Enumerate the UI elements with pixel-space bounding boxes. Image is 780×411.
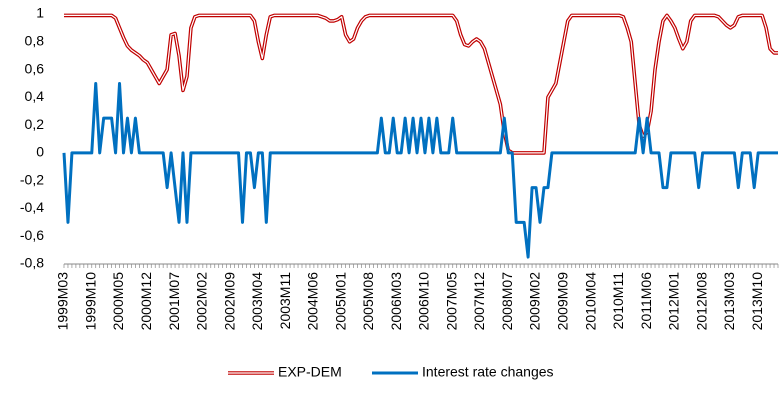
- x-tick-label: 2011M06: [638, 272, 654, 330]
- x-tick-label: 2003M04: [249, 272, 265, 331]
- y-tick-label: 0,8: [25, 32, 45, 48]
- x-tick-label: 2013M03: [721, 272, 737, 331]
- x-tick-label: 2007M12: [471, 272, 487, 331]
- x-tick-label: 2009M09: [555, 272, 571, 331]
- x-tick-label: 2007M05: [443, 272, 459, 331]
- y-tick-label: -0,2: [20, 171, 44, 187]
- x-tick-label: 2008M07: [499, 272, 515, 331]
- line-inner: [64, 14, 778, 154]
- y-tick-label: 0,6: [25, 60, 45, 76]
- legend-label: EXP-DEM: [278, 364, 342, 380]
- y-tick-label: -0,6: [20, 227, 44, 243]
- x-tick-label: 2005M08: [360, 272, 376, 331]
- line: [62, 81, 778, 259]
- x-tick-label: 2010M04: [582, 272, 598, 331]
- x-tick-label: 2002M09: [221, 272, 237, 331]
- legend-label: Interest rate changes: [422, 364, 554, 380]
- y-tick-label: 0,4: [25, 88, 45, 104]
- x-tick-label: 2010M11: [610, 272, 626, 330]
- x-tick-label: 2000M12: [138, 272, 154, 331]
- x-tick-label: 2013M10: [749, 272, 765, 331]
- x-tick-label: 1999M03: [55, 272, 71, 331]
- y-tick-label: 1: [36, 5, 44, 21]
- x-tick-label: 2006M10: [416, 272, 432, 331]
- y-tick-label: -0,4: [20, 199, 44, 215]
- x-tick-label: 2012M08: [693, 272, 709, 331]
- y-tick-label: 0: [36, 144, 44, 160]
- x-tick-label: 2009M02: [527, 272, 543, 331]
- x-tick-label: 2000M05: [110, 272, 126, 331]
- x-tick-label: 1999M10: [82, 272, 98, 331]
- y-tick-label: -0,8: [20, 255, 44, 271]
- x-tick-label: 2003M11: [277, 272, 293, 330]
- x-tick-label: 2004M06: [305, 272, 321, 331]
- x-tick-label: 2005M01: [332, 272, 348, 331]
- x-tick-label: 2012M01: [666, 272, 682, 331]
- x-tick-label: 2001M07: [166, 272, 182, 331]
- y-tick-label: 0,2: [25, 116, 45, 132]
- x-tick-label: 2002M02: [194, 272, 210, 331]
- x-tick-label: 2006M03: [388, 272, 404, 331]
